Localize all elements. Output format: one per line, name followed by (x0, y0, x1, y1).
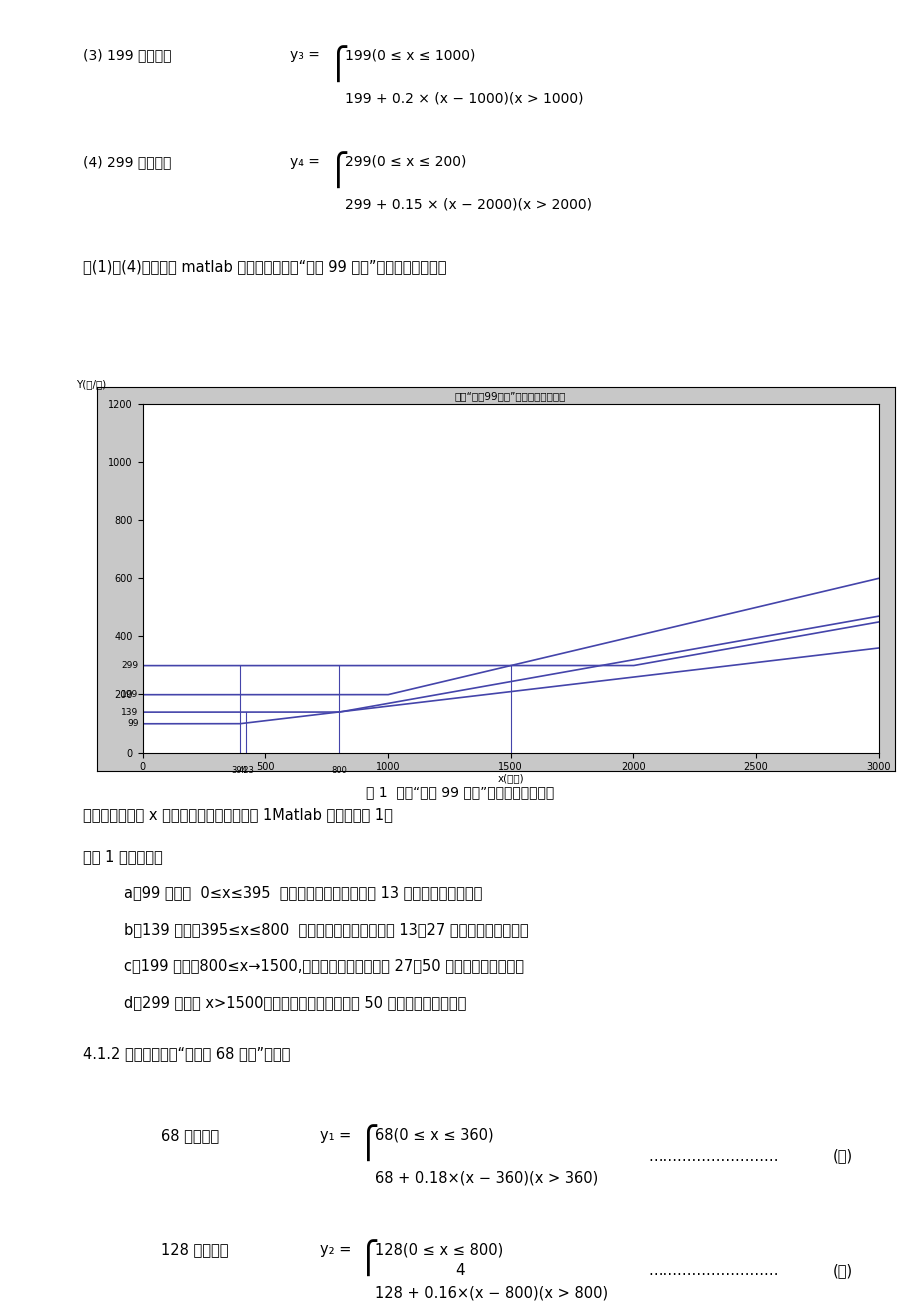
X-axis label: x(分钟): x(分钟) (497, 773, 523, 784)
Text: 4.1.2 上海移动公司“全球通 68 套餐”方案：: 4.1.2 上海移动公司“全球通 68 套餐”方案： (83, 1046, 289, 1061)
Text: (4) 299 元套餐：: (4) 299 元套餐： (83, 155, 171, 169)
Text: 299 + 0.15 × (x − 2000)(x > 2000): 299 + 0.15 × (x − 2000)(x > 2000) (345, 198, 591, 212)
Text: 68 元套餐：: 68 元套餐： (161, 1128, 219, 1143)
Title: 北京“畅听99套餐”时间与话费关系图: 北京“畅听99套餐”时间与话费关系图 (454, 392, 566, 401)
Text: 图 1  北京“畅听 99 套餐”时间与话费关系图: 图 1 北京“畅听 99 套餐”时间与话费关系图 (366, 785, 553, 799)
Text: d、299 元套餐 x>1500，此套餐适合日平均通话 50 分钟以上的用户群。: d、299 元套餐 x>1500，此套餐适合日平均通话 50 分钟以上的用户群。 (124, 995, 466, 1010)
Text: 99: 99 (127, 719, 138, 728)
Text: ………………………: ……………………… (648, 1148, 778, 1164)
Text: (２): (２) (832, 1263, 852, 1279)
Text: ⎧: ⎧ (357, 1125, 380, 1163)
Text: 199 + 0.2 × (x − 1000)(x > 1000): 199 + 0.2 × (x − 1000)(x > 1000) (345, 91, 583, 105)
Text: 128 + 0.16×(x − 800)(x > 800): 128 + 0.16×(x − 800)(x > 800) (375, 1285, 607, 1301)
Text: y₃ =: y₃ = (289, 48, 319, 62)
Text: y₁ =: y₁ = (320, 1128, 351, 1143)
Text: ⎧: ⎧ (326, 152, 349, 189)
Text: y₄ =: y₄ = (289, 155, 319, 169)
Text: (3) 199 元套餐：: (3) 199 元套餐： (83, 48, 171, 62)
Text: 199(0 ≤ x ≤ 1000): 199(0 ≤ x ≤ 1000) (345, 48, 475, 62)
Text: 199: 199 (121, 690, 138, 699)
Text: (１): (１) (832, 1148, 852, 1164)
Text: 由图 1 分析可知：: 由图 1 分析可知： (83, 849, 163, 865)
Text: 由(1)～(4)式子可用 matlab 软件画出：北京“畅听 99 套餐”时间与话费关系图: 由(1)～(4)式子可用 matlab 软件画出：北京“畅听 99 套餐”时间与… (83, 259, 446, 275)
Text: y₂ =: y₂ = (320, 1242, 351, 1258)
Text: 299(0 ≤ x ≤ 200): 299(0 ≤ x ≤ 200) (345, 155, 466, 169)
Text: a、99 元套餐  0≤x≤395  ，此套餐适合日平均通话 13 分钟左右的用户群。: a、99 元套餐 0≤x≤395 ，此套餐适合日平均通话 13 分钟左右的用户群… (124, 885, 482, 901)
Text: 394: 394 (232, 767, 247, 776)
Text: 4: 4 (455, 1263, 464, 1279)
Text: 128(0 ≤ x ≤ 800): 128(0 ≤ x ≤ 800) (375, 1242, 503, 1258)
Text: ⎧: ⎧ (357, 1240, 380, 1277)
Text: 68(0 ≤ x ≤ 360): 68(0 ≤ x ≤ 360) (375, 1128, 494, 1143)
Text: c、199 元套餐800≤x→1500,此套餐适合日平均通话 27－50 分钟左右的用户群。: c、199 元套餐800≤x→1500,此套餐适合日平均通话 27－50 分钟左… (124, 958, 524, 974)
Text: b、139 元套餐395≤x≤800  ，此套餐适合日平均通话 13－27 分钟左右的用户群。: b、139 元套餐395≤x≤800 ，此套餐适合日平均通话 13－27 分钟左… (124, 922, 528, 937)
Text: 800: 800 (331, 767, 346, 776)
Text: 423: 423 (238, 767, 254, 776)
Y-axis label: Y(元/月): Y(元/月) (76, 380, 106, 389)
Text: 备注：使用时间 x 为取整法得到的结果。图 1Matlab 程序见附录 1。: 备注：使用时间 x 为取整法得到的结果。图 1Matlab 程序见附录 1。 (83, 807, 392, 823)
Text: ⎧: ⎧ (326, 46, 349, 82)
Text: 128 元套餐：: 128 元套餐： (161, 1242, 228, 1258)
Text: 139: 139 (121, 708, 138, 716)
Text: 68 + 0.18×(x − 360)(x > 360): 68 + 0.18×(x − 360)(x > 360) (375, 1170, 598, 1186)
Text: 299: 299 (121, 661, 138, 671)
Text: ………………………: ……………………… (648, 1263, 778, 1279)
